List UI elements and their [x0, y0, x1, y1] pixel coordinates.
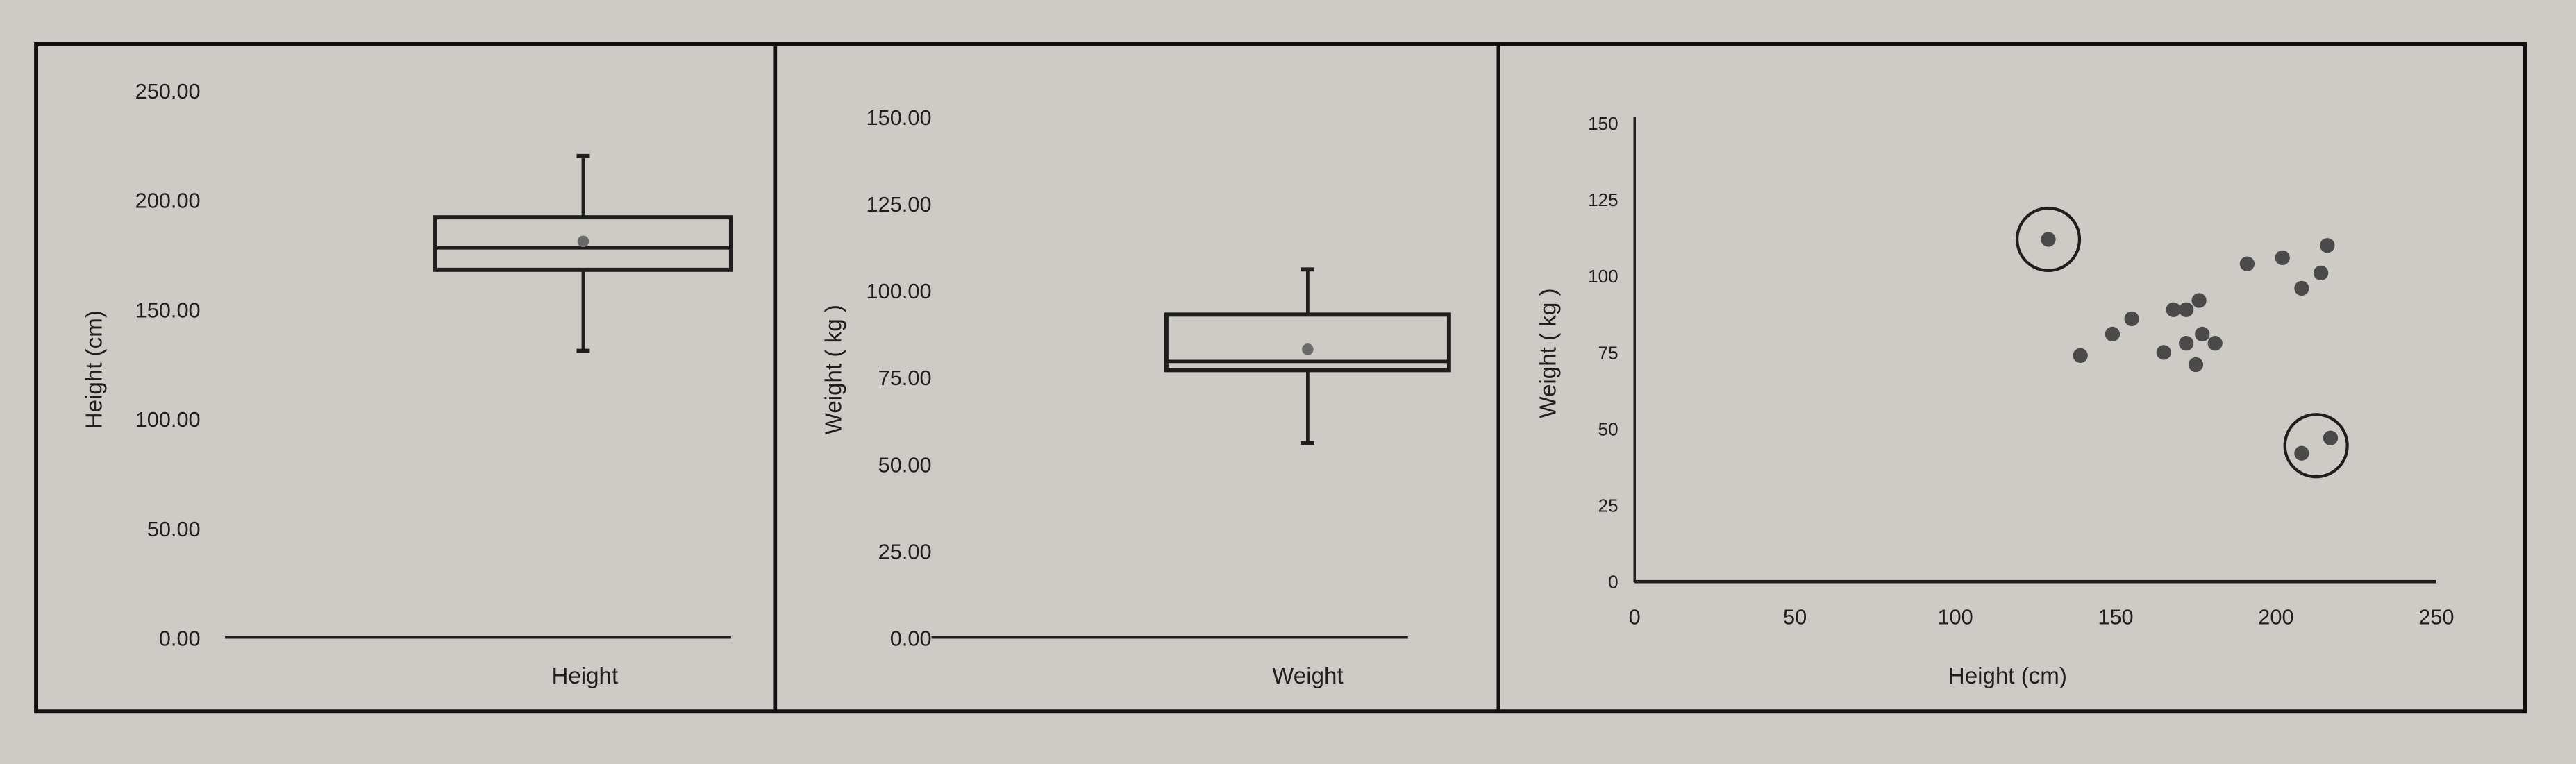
y-tick-label: 125.00: [867, 192, 932, 217]
y-tick-label: 150.00: [867, 105, 932, 130]
y-tick-label: 0.00: [159, 627, 201, 651]
y-tick-label: 150: [1588, 113, 1618, 134]
y-tick-label: 50.00: [147, 517, 201, 541]
outlier-circle: [2015, 206, 2082, 273]
box-iqr: [1164, 312, 1451, 373]
y-tick-label: 100.00: [135, 407, 201, 432]
y-tick-label: 0.00: [890, 627, 932, 651]
y-tick-label: 50.00: [878, 452, 932, 477]
outer-frame: [34, 42, 2527, 714]
data-point: [2124, 311, 2139, 327]
mean-marker: [1302, 343, 1314, 355]
data-point: [2105, 326, 2121, 342]
x-tick-label: 50: [1783, 605, 1807, 629]
y-tick-label: 100.00: [867, 279, 932, 303]
x-tick-label: 0: [1629, 605, 1641, 629]
data-point: [2188, 357, 2204, 373]
y-axis-label: Weight ( kg ): [1536, 288, 1562, 418]
y-tick-label: 150.00: [135, 298, 201, 322]
y-tick-label: 250.00: [135, 79, 201, 103]
data-point: [2207, 336, 2223, 351]
data-point: [2320, 238, 2335, 253]
x-tick-label: 200: [2258, 605, 2293, 629]
data-point: [2191, 293, 2207, 308]
x-tick-label: 250: [2418, 605, 2454, 629]
data-point: [2323, 430, 2339, 445]
y-tick-label: 50: [1598, 418, 1619, 439]
data-point: [2195, 326, 2210, 342]
y-tick-label: 200.00: [135, 189, 201, 213]
y-tick-label: 75: [1598, 342, 1619, 363]
box-iqr: [433, 215, 733, 272]
data-point: [2294, 280, 2309, 296]
x-axis-label: Height (cm): [1948, 663, 2067, 689]
x-tick-label: 100: [1937, 605, 1973, 629]
x-axis-label: Weight: [1272, 663, 1343, 689]
y-tick-label: 75.00: [878, 366, 932, 390]
y-tick-label: 100: [1588, 266, 1618, 287]
y-tick-label: 0: [1608, 572, 1618, 593]
weight-boxplot-panel: Weight ( kg ) Weight 0.00 25.00 50.00 75.00…: [821, 105, 1451, 689]
y-tick-label: 25: [1598, 495, 1619, 516]
outlier-circle: [2283, 413, 2349, 479]
data-point: [2166, 302, 2181, 317]
data-point: [2178, 336, 2194, 351]
data-point: [2073, 348, 2088, 363]
y-axis-label: Height (cm): [82, 310, 108, 429]
x-axis-label: Height: [551, 663, 618, 689]
data-point: [2041, 232, 2056, 247]
x-tick-label: 150: [2098, 605, 2133, 629]
data-point: [2239, 256, 2255, 271]
mean-marker: [577, 235, 589, 248]
height-boxplot-panel: Height (cm) Height 0.00 50.00 100.00 150.00…: [82, 79, 733, 689]
data-point: [2294, 445, 2309, 461]
data-point: [2178, 302, 2194, 317]
data-point: [2156, 345, 2171, 360]
data-point: [2275, 250, 2290, 266]
scatter-panel: Weight ( kg ) Height (cm) 0 50 100 150 200 25…: [1536, 113, 2454, 689]
y-tick-label: 25.00: [878, 539, 932, 563]
y-tick-label: 125: [1588, 189, 1618, 210]
y-axis-label: Weight ( kg ): [821, 305, 846, 434]
data-point: [2313, 265, 2329, 281]
